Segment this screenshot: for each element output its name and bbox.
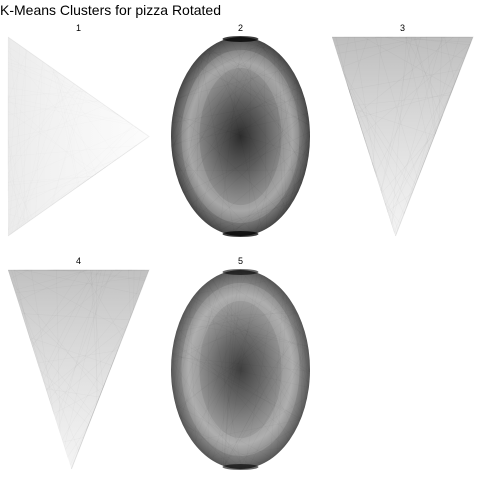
cluster-density-shape bbox=[8, 37, 149, 236]
panel-label: 5 bbox=[238, 256, 243, 266]
cluster-panel-2: 2 bbox=[171, 23, 310, 237]
cluster-density-shape bbox=[171, 270, 310, 469]
cluster-panel-5: 5 bbox=[171, 256, 310, 470]
cluster-panel-1: 1 bbox=[7, 23, 150, 237]
cluster-cap-bottom bbox=[222, 464, 259, 470]
cluster-edge bbox=[7, 36, 150, 237]
cluster-density-shape bbox=[8, 270, 149, 469]
cluster-panel-3: 3 bbox=[332, 23, 474, 237]
cluster-texture-ring bbox=[181, 49, 300, 224]
cluster-cap-bottom bbox=[222, 231, 259, 237]
cluster-panel-4: 4 bbox=[8, 256, 150, 470]
panel-label: 1 bbox=[76, 23, 81, 33]
cluster-edge bbox=[332, 36, 474, 237]
panel-label: 4 bbox=[76, 256, 81, 266]
cluster-cap-top bbox=[222, 269, 259, 275]
cluster-edge bbox=[8, 269, 150, 470]
cluster-panels: 1 2 3 4 5 bbox=[7, 23, 474, 470]
cluster-density-shape bbox=[171, 37, 310, 236]
panel-label: 2 bbox=[238, 23, 243, 33]
cluster-texture-ring bbox=[181, 282, 300, 457]
cluster-cap-top bbox=[222, 36, 259, 42]
cluster-density-shape bbox=[332, 37, 473, 236]
chart-title: K-Means Clusters for pizza Rotated bbox=[0, 2, 221, 18]
panel-label: 3 bbox=[400, 23, 405, 33]
